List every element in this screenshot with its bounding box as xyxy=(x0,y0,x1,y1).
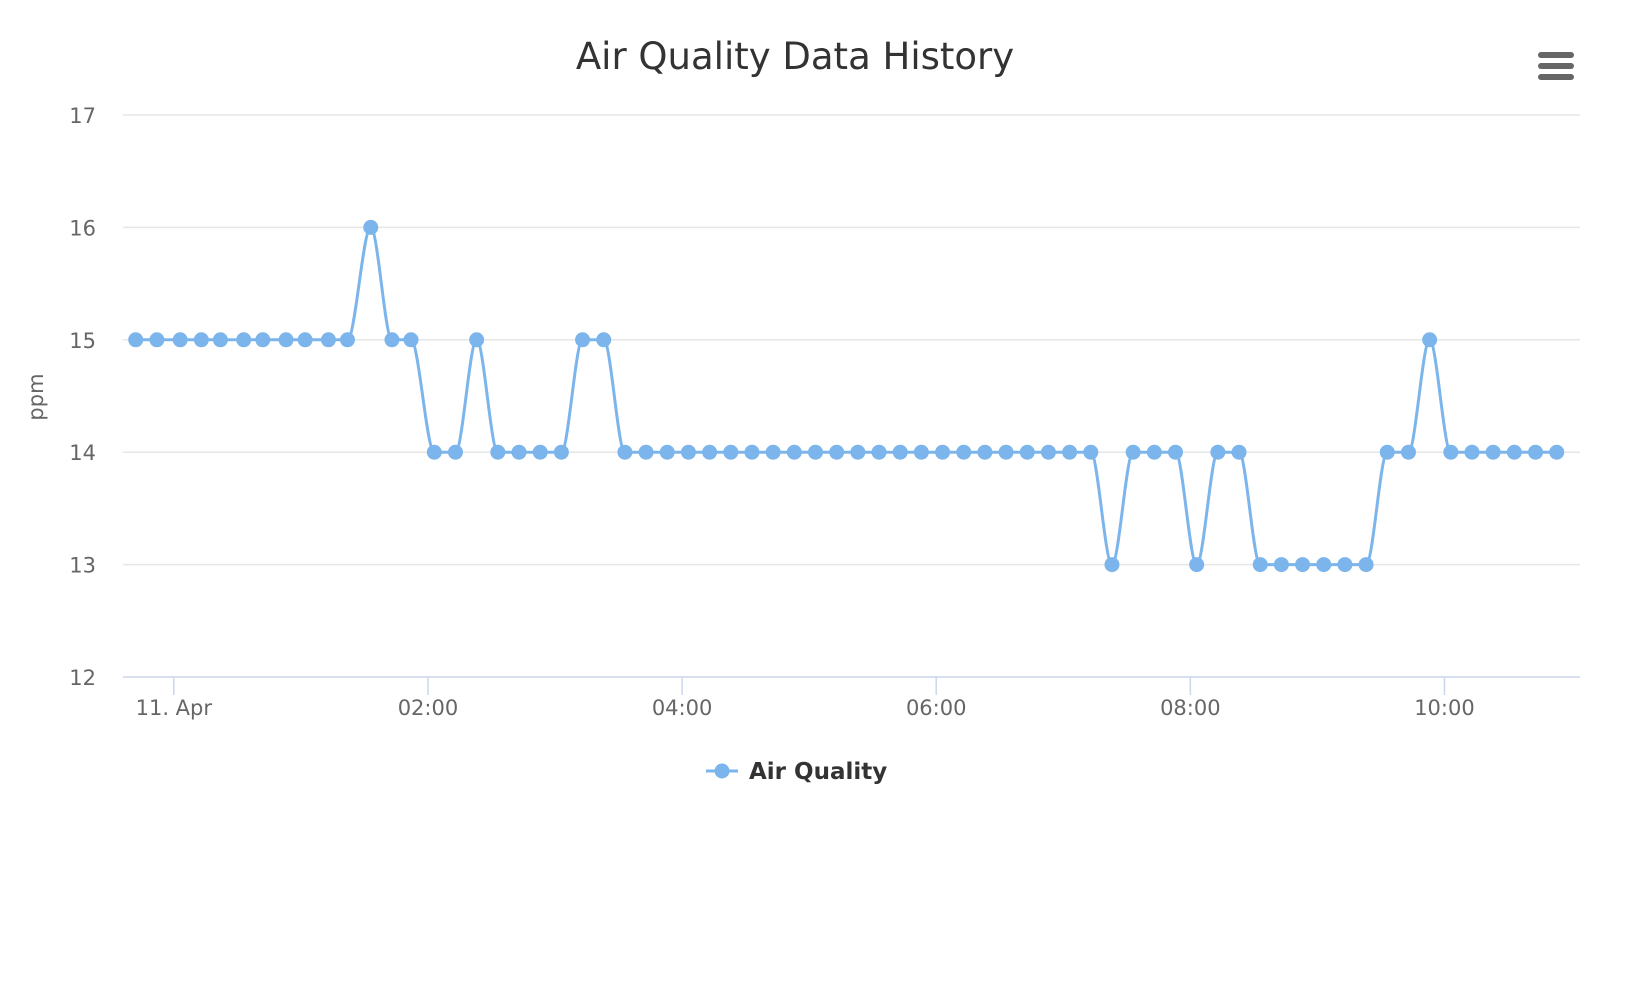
data-point xyxy=(212,332,228,348)
data-point xyxy=(1358,557,1374,573)
data-point xyxy=(1485,444,1501,460)
data-point xyxy=(1400,444,1416,460)
data-point xyxy=(297,332,313,348)
data-point xyxy=(320,332,336,348)
data-point xyxy=(1422,332,1438,348)
legend[interactable]: Air Quality xyxy=(706,759,887,785)
x-tick-label: 04:00 xyxy=(652,696,713,720)
data-point xyxy=(363,219,379,235)
data-point xyxy=(1337,557,1353,573)
y-tick-label: 13 xyxy=(69,554,96,578)
data-point xyxy=(490,444,506,460)
data-point xyxy=(236,332,252,348)
y-tick-label: 15 xyxy=(69,329,96,353)
data-point xyxy=(1252,557,1268,573)
data-point xyxy=(956,444,972,460)
data-point xyxy=(469,332,485,348)
data-point xyxy=(255,332,271,348)
data-point xyxy=(1125,444,1141,460)
data-point xyxy=(596,332,612,348)
data-point xyxy=(1464,444,1480,460)
y-tick-label: 16 xyxy=(69,216,96,240)
data-point xyxy=(426,444,442,460)
data-point xyxy=(1443,444,1459,460)
data-point xyxy=(1528,444,1544,460)
data-point xyxy=(1316,557,1332,573)
data-point xyxy=(149,332,165,348)
data-point xyxy=(807,444,823,460)
data-point xyxy=(575,332,591,348)
y-axis-title: ppm xyxy=(24,373,48,420)
x-tick-label: 10:00 xyxy=(1414,696,1475,720)
data-point xyxy=(850,444,866,460)
y-axis-ticks: 12 13 14 15 16 17 xyxy=(69,104,96,690)
y-tick-label: 12 xyxy=(69,666,96,690)
data-point xyxy=(1210,444,1226,460)
data-point xyxy=(403,332,419,348)
data-point xyxy=(384,332,400,348)
data-point xyxy=(1231,444,1247,460)
data-point xyxy=(1062,444,1078,460)
data-point xyxy=(617,444,633,460)
data-point xyxy=(172,332,188,348)
data-point xyxy=(1146,444,1162,460)
x-axis-ticks: 11. Apr 02:00 04:00 06:00 08:00 10:00 xyxy=(136,677,1475,720)
data-point xyxy=(1168,444,1184,460)
series-line xyxy=(134,225,1559,567)
data-point xyxy=(1189,557,1205,573)
data-point xyxy=(1549,444,1565,460)
data-point xyxy=(278,332,294,348)
data-point xyxy=(977,444,993,460)
data-point xyxy=(511,444,527,460)
legend-label: Air Quality xyxy=(749,759,887,785)
data-point xyxy=(1104,557,1120,573)
data-point xyxy=(1019,444,1035,460)
x-tick-label: 02:00 xyxy=(398,696,459,720)
chart-menu-button[interactable] xyxy=(1532,46,1580,88)
chart-title: Air Quality Data History xyxy=(576,35,1014,78)
x-tick-label: 11. Apr xyxy=(136,696,213,720)
hamburger-menu-icon xyxy=(1538,52,1574,80)
y-tick-label: 14 xyxy=(69,441,96,465)
data-point xyxy=(892,444,908,460)
data-point xyxy=(638,444,654,460)
data-point xyxy=(871,444,887,460)
data-point xyxy=(829,444,845,460)
data-point xyxy=(935,444,951,460)
series-layer xyxy=(128,219,1565,573)
data-point xyxy=(723,444,739,460)
data-point xyxy=(786,444,802,460)
data-point xyxy=(1083,444,1099,460)
data-point xyxy=(1040,444,1056,460)
data-point xyxy=(193,332,209,348)
data-point xyxy=(1273,557,1289,573)
data-point xyxy=(553,444,569,460)
y-tick-label: 17 xyxy=(69,104,96,128)
x-tick-label: 08:00 xyxy=(1160,696,1221,720)
data-point xyxy=(765,444,781,460)
data-point xyxy=(532,444,548,460)
data-point xyxy=(447,444,463,460)
data-point xyxy=(702,444,718,460)
data-point xyxy=(128,332,144,348)
x-tick-label: 06:00 xyxy=(906,696,967,720)
data-point xyxy=(659,444,675,460)
data-point xyxy=(1379,444,1395,460)
legend-dot-marker xyxy=(714,763,730,779)
data-point xyxy=(1506,444,1522,460)
data-point xyxy=(998,444,1014,460)
data-point xyxy=(680,444,696,460)
data-point xyxy=(913,444,929,460)
data-point xyxy=(744,444,760,460)
data-point xyxy=(1295,557,1311,573)
data-point xyxy=(339,332,355,348)
